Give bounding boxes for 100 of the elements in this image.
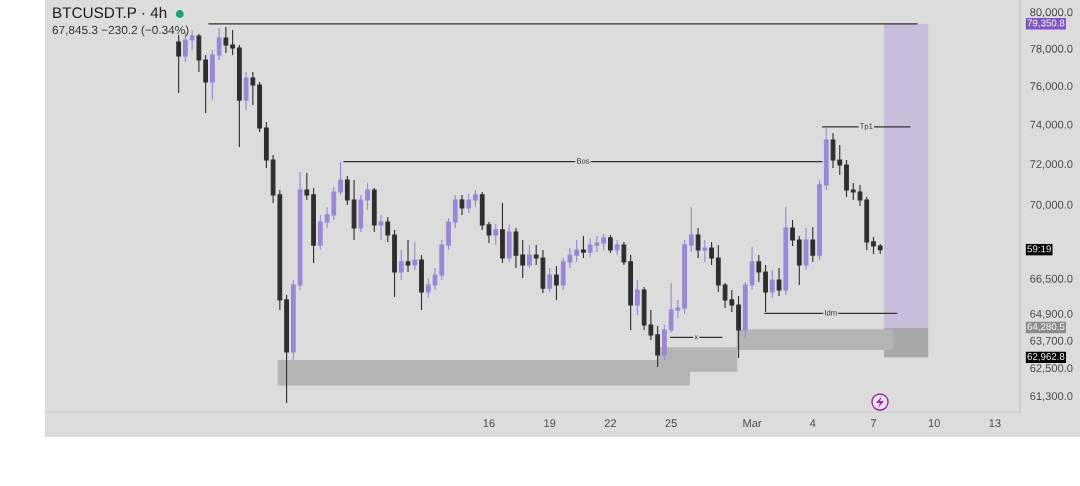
candlestick bbox=[742, 281, 748, 339]
text: 64,280.5 bbox=[1027, 323, 1065, 332]
candlestick bbox=[695, 227, 701, 259]
candlestick bbox=[236, 44, 242, 148]
candlestick bbox=[371, 187, 377, 233]
y-tick-label: 62,500.0 bbox=[1030, 364, 1073, 374]
candlestick bbox=[290, 279, 296, 361]
candlestick bbox=[432, 267, 438, 291]
candlestick bbox=[392, 229, 397, 298]
candlestick bbox=[230, 29, 235, 56]
candlestick bbox=[257, 81, 262, 133]
candlestick bbox=[628, 254, 634, 331]
candlestick bbox=[203, 54, 209, 114]
candlestick bbox=[351, 179, 357, 241]
y-tick-label: 66,500.0 bbox=[1030, 274, 1073, 284]
candlestick bbox=[621, 241, 627, 266]
candlestick bbox=[554, 265, 559, 301]
x-tick-label: 16 bbox=[483, 419, 495, 428]
y-tick-label: 74,000.0 bbox=[1030, 120, 1073, 130]
candlestick bbox=[810, 226, 816, 263]
text: 62,962.8 bbox=[1027, 353, 1065, 362]
candlestick bbox=[871, 236, 876, 255]
candlestick bbox=[473, 189, 478, 208]
candlestick bbox=[837, 144, 843, 176]
x-tick-label: Mar bbox=[743, 419, 762, 428]
candlestick bbox=[284, 294, 289, 404]
y-tick-label: 72,000.0 bbox=[1030, 160, 1073, 170]
x-tick-label: 19 bbox=[544, 419, 556, 428]
candlestick bbox=[783, 206, 789, 296]
candlestick bbox=[459, 194, 465, 216]
candlestick bbox=[297, 171, 303, 291]
candlestick bbox=[817, 179, 822, 261]
chart-title: BTCUSDT.P · 4h bbox=[53, 6, 167, 19]
candlestick bbox=[344, 175, 350, 206]
candlestick bbox=[338, 161, 343, 196]
candlestick bbox=[493, 223, 499, 246]
candlestick bbox=[736, 295, 741, 359]
candlestick bbox=[216, 27, 222, 61]
candlestick bbox=[520, 239, 526, 279]
candlestick bbox=[608, 234, 613, 254]
candlestick bbox=[614, 239, 620, 256]
candlestick bbox=[250, 71, 256, 106]
candlestick bbox=[823, 127, 829, 191]
candlestick bbox=[439, 239, 445, 281]
candlestick bbox=[405, 239, 411, 273]
candlestick bbox=[796, 235, 802, 286]
candlestick bbox=[452, 194, 458, 229]
candlestick bbox=[661, 324, 667, 361]
candlestick bbox=[378, 214, 384, 241]
candlestick bbox=[749, 246, 755, 291]
candlestick bbox=[655, 325, 660, 368]
candlestick bbox=[196, 33, 202, 73]
candlestick bbox=[317, 214, 323, 251]
candlestick bbox=[601, 233, 607, 251]
y-tick-label: 70,000.0 bbox=[1030, 200, 1073, 211]
candlestick bbox=[506, 224, 512, 263]
candlestick bbox=[635, 279, 640, 316]
candlestick bbox=[756, 254, 762, 283]
candlestick bbox=[446, 217, 451, 251]
x-tick-label: 13 bbox=[989, 419, 1001, 428]
candlestick bbox=[263, 121, 269, 169]
text: 67,845.3 −230.2 (−0.34%) bbox=[52, 25, 189, 37]
candlestick bbox=[358, 194, 364, 233]
x-tick-label: 4 bbox=[809, 419, 816, 427]
candlestick bbox=[702, 239, 708, 263]
candlestick bbox=[574, 239, 580, 263]
candlestick bbox=[857, 184, 863, 207]
candlestick bbox=[311, 187, 316, 264]
candlestick bbox=[419, 254, 424, 311]
y-tick-label: 76,000.0 bbox=[1030, 82, 1073, 92]
candlestick bbox=[688, 206, 694, 253]
candlestick bbox=[365, 182, 370, 211]
candlestick bbox=[790, 219, 795, 247]
candlestick bbox=[527, 244, 532, 269]
candlestick bbox=[682, 239, 687, 315]
y-tick-label: 78,000.0 bbox=[1030, 44, 1073, 54]
candlestick bbox=[223, 26, 229, 54]
text: 79,350.8 bbox=[1027, 19, 1065, 28]
candlestick bbox=[243, 71, 249, 111]
candlestick bbox=[398, 249, 404, 281]
x-tick-label: 7 bbox=[870, 419, 877, 427]
candlestick bbox=[844, 159, 849, 198]
candlestick bbox=[513, 227, 519, 269]
candlestick bbox=[210, 49, 215, 101]
candlestick bbox=[412, 241, 418, 271]
candlestick bbox=[547, 267, 553, 293]
y-tick-label: 63,700.0 bbox=[1030, 336, 1073, 346]
candlestick bbox=[581, 235, 586, 259]
y-tick-label: 61,300.0 bbox=[1030, 392, 1073, 402]
candlestick bbox=[864, 196, 870, 251]
candlestick bbox=[830, 132, 836, 169]
candlestick bbox=[385, 216, 391, 243]
candlestick bbox=[709, 241, 714, 266]
candlestick bbox=[500, 202, 505, 264]
candlestick bbox=[776, 267, 782, 297]
candlestick bbox=[425, 277, 431, 299]
candlestick bbox=[466, 193, 472, 214]
y-tick-label: 80,000.0 bbox=[1030, 8, 1073, 18]
candlestick bbox=[877, 243, 883, 255]
candlestick bbox=[715, 244, 721, 293]
